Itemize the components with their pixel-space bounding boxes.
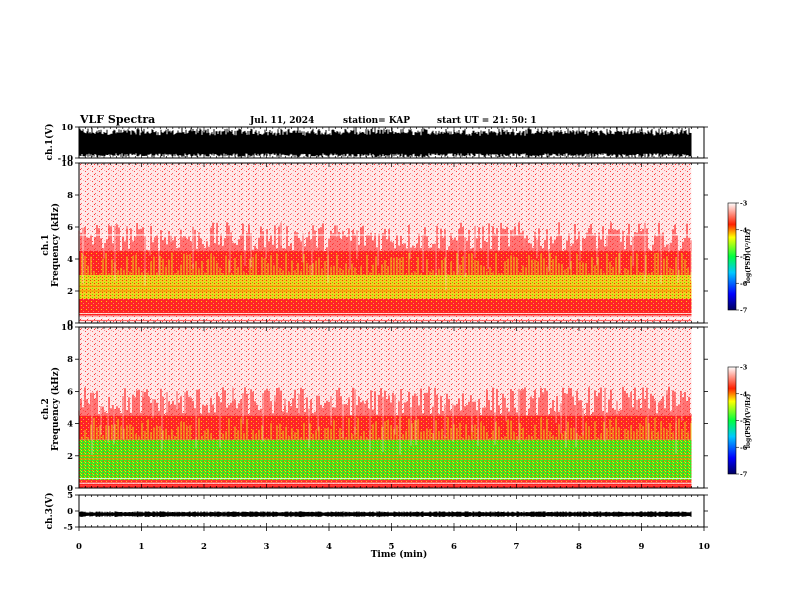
colorbar-tick-label: -3 — [740, 200, 748, 208]
y-tick-label: 5 — [67, 491, 73, 501]
colorbar-tick-label: -5 — [740, 417, 748, 425]
colorbar-tick-label: -6 — [740, 280, 748, 288]
y-tick-label: 10 — [61, 323, 73, 333]
ch2-colorbar: -3 -4 -5 -6 -7 — [727, 364, 748, 479]
x-tick-label: 2 — [201, 542, 207, 552]
x-tick-label: 6 — [451, 542, 457, 552]
ch3-ylabel: ch.3(V) — [44, 493, 55, 530]
y-tick-label: 0 — [67, 507, 73, 517]
x-ticks — [78, 495, 705, 527]
y-tick-label: 8 — [67, 191, 73, 201]
spectrogram-band — [79, 299, 692, 315]
spectrogram-band — [79, 479, 692, 488]
colorbar-tick-label: -3 — [740, 364, 748, 372]
figure-title: VLF Spectra — [79, 113, 155, 126]
y-tick-label: 0 — [67, 484, 73, 494]
x-ticks — [78, 327, 705, 488]
ch1-waveform-panel: 10 -10 — [58, 123, 708, 164]
y-tick-label: 10 — [61, 159, 73, 169]
ch2-spectrogram-panel: 0 2 4 6 8 10 — [61, 323, 708, 494]
ch1-waveform-trace — [78, 127, 692, 158]
x-tick-label: 4 — [326, 542, 332, 552]
y-tick-label: -10 — [58, 154, 73, 164]
colorbar-tick-label: -4 — [740, 390, 748, 398]
spectrogram-band — [79, 439, 692, 480]
spectrogram-band — [79, 275, 692, 299]
colorbar-tick-label: -6 — [740, 444, 748, 452]
y-tick-label: 0 — [67, 319, 73, 329]
ch1-spectrogram-panel: 0 2 4 6 8 10 — [61, 159, 708, 329]
cb1-label: log(PSD)(V²/Hz) — [745, 229, 752, 284]
y-tick-label: 10 — [61, 123, 73, 133]
x-tick-label: 7 — [514, 542, 520, 552]
x-tick-label: 5 — [389, 542, 395, 552]
x-tick-label: 3 — [264, 542, 270, 552]
x-tick-label: 9 — [639, 542, 645, 552]
colorbar-tick-label: -4 — [740, 226, 748, 234]
sp1-ylabel: Frequency (kHz) — [50, 203, 61, 287]
x-axis-label: Time (min) — [371, 549, 428, 560]
x-ticks — [78, 163, 705, 323]
spectrogram-gaps — [82, 163, 692, 291]
y-tick-label: 6 — [67, 223, 73, 233]
x-tick-label: 10 — [698, 542, 710, 552]
colorbar-gradient — [727, 366, 737, 475]
sp2-sublabel: ch.2 — [41, 398, 51, 419]
ch3-waveform-panel: 50-50 1 2 3 4 5 6 7 8 9 10 — [64, 491, 710, 552]
y-tick-label: 8 — [67, 355, 73, 365]
y-tick-label: 4 — [67, 255, 73, 265]
spectrogram-band — [79, 315, 692, 323]
date-label: Jul. 11, 2024 — [249, 116, 314, 126]
ch1-colorbar: -3 -4 -5 -6 -7 — [727, 200, 748, 315]
x-tick-label: 0 — [76, 542, 82, 552]
sp2-ylabel: Frequency (kHz) — [50, 367, 61, 451]
colorbar-tick-label: -7 — [740, 471, 747, 479]
panel-frame — [78, 494, 705, 528]
colorbar-gradient — [727, 202, 737, 311]
x-tick-label: 8 — [576, 542, 582, 552]
ch1-ylabel: ch.1(V) — [44, 124, 55, 161]
colorbar-tick-label: -7 — [740, 307, 747, 315]
cb2-label: log(PSD)(V²/Hz) — [745, 394, 752, 449]
y-tick-label: 4 — [67, 420, 73, 430]
x-ticks — [78, 127, 705, 158]
spectrogram-gaps — [82, 327, 683, 455]
start-time-label: start UT = 21: 50: 1 — [437, 116, 537, 126]
x-tick-label: 1 — [139, 542, 145, 552]
y-tick-label: 6 — [67, 387, 73, 397]
y-tick-label: -5 — [64, 523, 74, 533]
y-tick-label: 2 — [67, 287, 73, 297]
station-label: station= KAP — [343, 116, 410, 126]
colorbar-tick-label: -5 — [740, 253, 748, 261]
ch3-waveform-trace — [78, 511, 692, 518]
sp1-sublabel: ch.1 — [41, 234, 51, 255]
y-tick-label: 2 — [67, 452, 73, 462]
